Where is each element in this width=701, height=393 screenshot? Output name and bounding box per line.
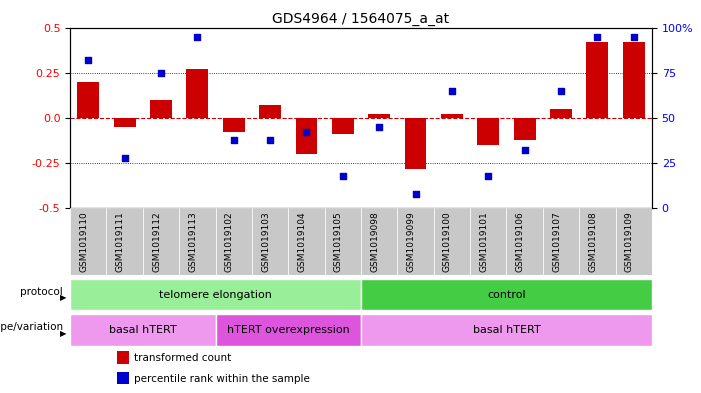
Bar	[434, 208, 470, 275]
Text: control: control	[487, 290, 526, 300]
Text: ▶: ▶	[60, 294, 67, 302]
Text: GSM1019109: GSM1019109	[625, 212, 634, 272]
Bar	[259, 105, 281, 118]
Bar	[77, 82, 100, 118]
Bar	[543, 208, 579, 275]
Bar	[143, 208, 179, 275]
Text: protocol: protocol	[20, 286, 63, 297]
Bar	[332, 118, 354, 134]
Point	[83, 57, 94, 63]
Bar	[107, 208, 143, 275]
Point	[410, 191, 421, 197]
Point	[264, 136, 275, 143]
Bar	[368, 114, 390, 118]
Bar	[579, 208, 615, 275]
Bar	[361, 208, 397, 275]
Text: GSM1019100: GSM1019100	[443, 212, 452, 272]
Text: hTERT overexpression: hTERT overexpression	[227, 325, 350, 335]
Bar	[223, 118, 245, 132]
Text: transformed count: transformed count	[134, 353, 231, 363]
Point	[156, 70, 167, 76]
Point	[483, 173, 494, 179]
Bar	[70, 314, 216, 346]
Text: telomere elongation: telomere elongation	[159, 290, 272, 300]
Point	[519, 147, 530, 154]
Text: GSM1019112: GSM1019112	[152, 212, 161, 272]
Bar	[296, 118, 318, 154]
Text: ▶: ▶	[60, 329, 67, 338]
Text: GSM1019113: GSM1019113	[189, 212, 198, 272]
Bar	[470, 208, 506, 275]
Bar	[216, 314, 361, 346]
Bar	[361, 314, 652, 346]
Bar	[252, 208, 288, 275]
Text: GSM1019098: GSM1019098	[370, 212, 379, 272]
Bar	[361, 279, 652, 310]
Text: GSM1019110: GSM1019110	[79, 212, 88, 272]
Bar	[325, 208, 361, 275]
Point	[228, 136, 239, 143]
Point	[447, 88, 458, 94]
Title: GDS4964 / 1564075_a_at: GDS4964 / 1564075_a_at	[273, 13, 449, 26]
Text: GSM1019107: GSM1019107	[552, 212, 561, 272]
Point	[192, 33, 203, 40]
Bar	[150, 100, 172, 118]
Bar	[587, 42, 608, 118]
Text: genotype/variation: genotype/variation	[0, 322, 63, 332]
Bar	[114, 118, 135, 127]
Point	[119, 154, 130, 161]
Text: GSM1019104: GSM1019104	[297, 212, 306, 272]
Bar	[441, 114, 463, 118]
Bar	[216, 208, 252, 275]
Bar	[404, 118, 426, 169]
Point	[374, 124, 385, 130]
Text: GSM1019105: GSM1019105	[334, 212, 343, 272]
Bar	[615, 208, 652, 275]
Text: percentile rank within the sample: percentile rank within the sample	[134, 374, 310, 384]
Point	[592, 33, 603, 40]
Bar	[179, 208, 216, 275]
Text: GSM1019103: GSM1019103	[261, 212, 270, 272]
Text: GSM1019101: GSM1019101	[479, 212, 489, 272]
Point	[301, 129, 312, 136]
Bar	[397, 208, 434, 275]
Point	[337, 173, 348, 179]
Text: basal hTERT: basal hTERT	[109, 325, 177, 335]
Bar	[288, 208, 325, 275]
Bar	[506, 208, 543, 275]
Bar	[514, 118, 536, 140]
Bar	[116, 351, 130, 364]
Text: GSM1019099: GSM1019099	[407, 212, 416, 272]
Bar	[186, 69, 208, 118]
Bar	[550, 109, 572, 118]
Bar	[70, 208, 107, 275]
Text: GSM1019108: GSM1019108	[588, 212, 597, 272]
Point	[555, 88, 566, 94]
Bar	[116, 372, 130, 384]
Bar	[477, 118, 499, 145]
Text: GSM1019102: GSM1019102	[225, 212, 233, 272]
Point	[628, 33, 639, 40]
Bar	[70, 279, 361, 310]
Text: basal hTERT: basal hTERT	[472, 325, 540, 335]
Text: GSM1019106: GSM1019106	[516, 212, 524, 272]
Text: GSM1019111: GSM1019111	[116, 212, 125, 272]
Bar	[622, 42, 645, 118]
